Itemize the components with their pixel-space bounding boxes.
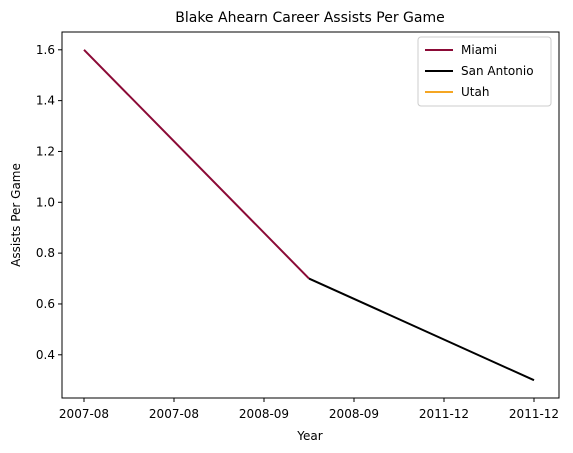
y-tick-label: 0.4 — [36, 348, 55, 362]
chart-title: Blake Ahearn Career Assists Per Game — [175, 10, 444, 26]
legend-label-utah: Utah — [461, 85, 489, 99]
x-tick-label: 2007-08 — [59, 407, 109, 421]
x-tick-label: 2008-09 — [329, 407, 379, 421]
y-tick-label: 0.6 — [36, 297, 55, 311]
legend-box — [417, 36, 552, 107]
y-tick-label: 1.4 — [36, 94, 55, 108]
x-axis-label: Year — [296, 429, 322, 443]
series-lines — [83, 49, 535, 382]
x-tick-label: 2011-12 — [509, 407, 559, 421]
series-line-miami — [83, 49, 310, 280]
series-line-san-antonio — [308, 277, 535, 382]
plot-frame — [61, 31, 560, 399]
y-axis: 0.4 0.6 0.8 1.0 1.2 1.4 1.6 — [36, 43, 62, 362]
x-tick-label: 2011-12 — [419, 407, 469, 421]
y-tick-label: 1.0 — [36, 195, 55, 209]
legend-items: Miami San Antonio Utah — [425, 43, 534, 99]
legend-label-miami: Miami — [461, 43, 497, 57]
legend-label-san-antonio: San Antonio — [461, 64, 534, 78]
y-tick-label: 0.8 — [36, 246, 55, 260]
x-axis: 2007-08 2007-08 2008-09 2008-09 2011-12 2011-… — [59, 398, 559, 421]
y-tick-label: 1.6 — [36, 43, 55, 57]
x-tick-label: 2008-09 — [239, 407, 289, 421]
y-axis-label: Assists Per Game — [9, 163, 23, 267]
y-tick-label: 1.2 — [36, 144, 55, 158]
x-tick-label: 2007-08 — [149, 407, 199, 421]
legend: Miami San Antonio Utah — [417, 36, 552, 107]
